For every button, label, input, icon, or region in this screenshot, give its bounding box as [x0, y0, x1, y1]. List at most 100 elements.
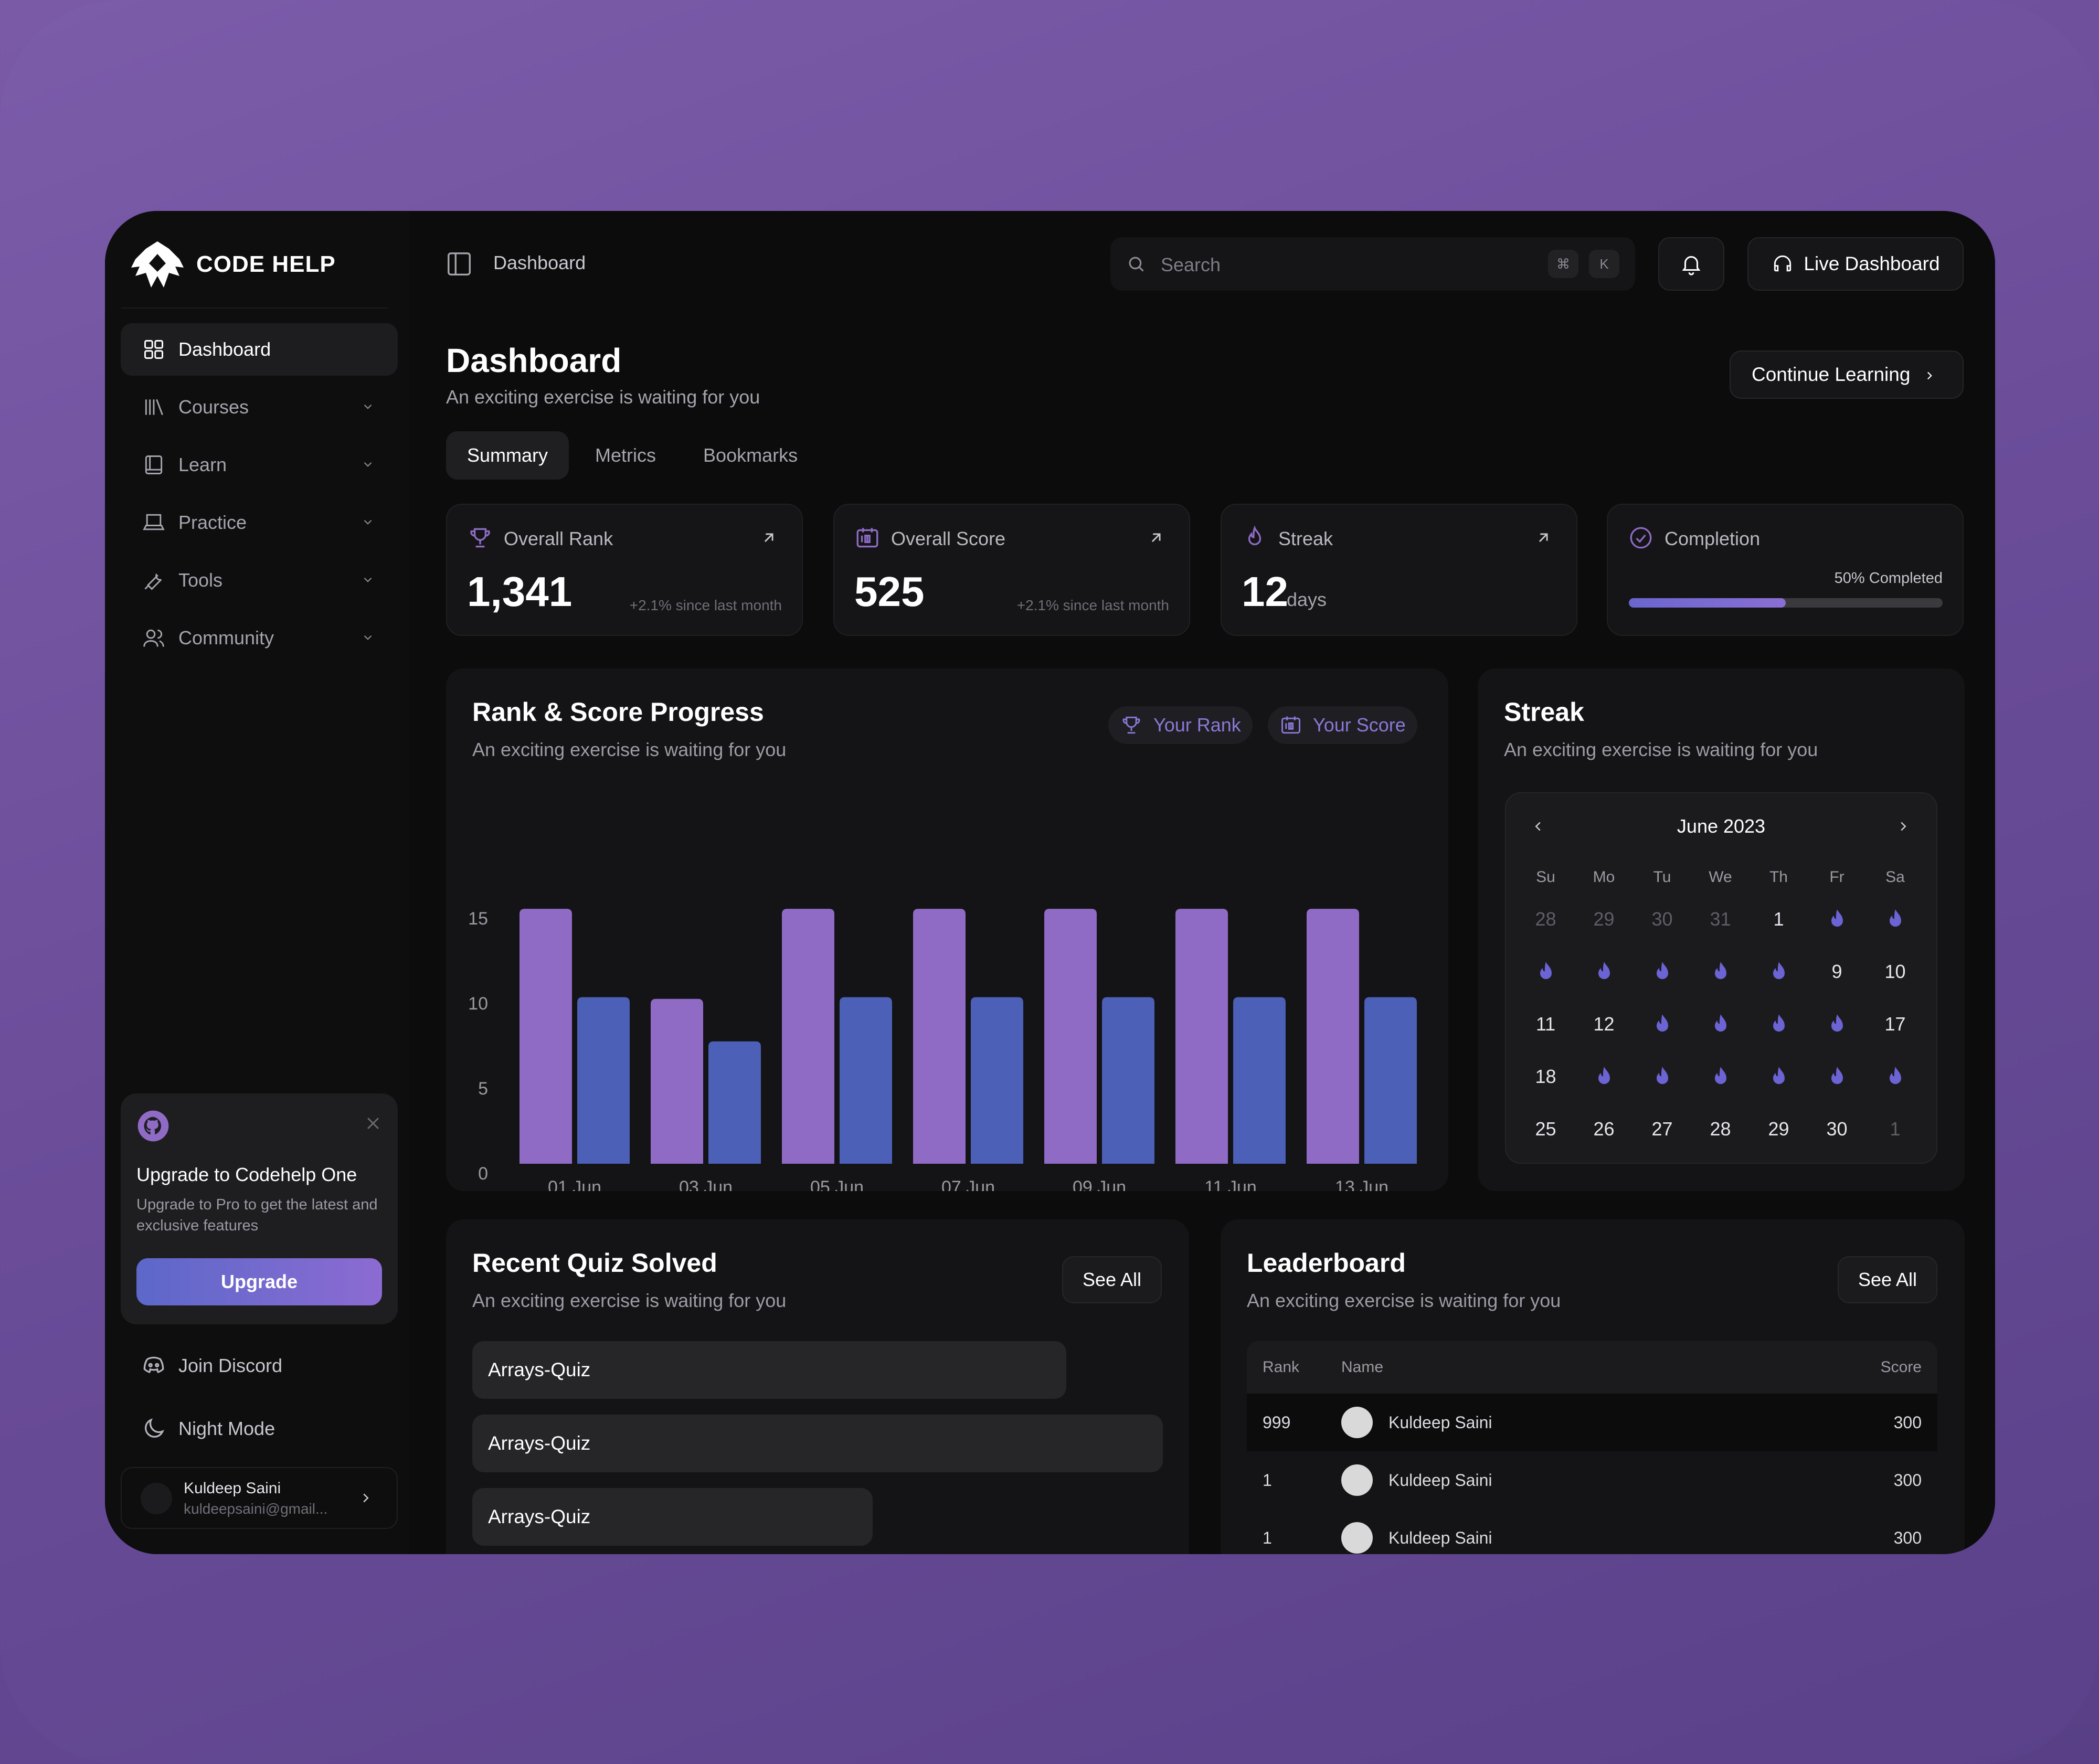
chevron-right-icon[interactable]	[1895, 819, 1911, 834]
stat-card-streak[interactable]: Streak 12 days	[1221, 504, 1577, 636]
sidebar: CODE HELP Dashboard Courses L	[105, 211, 409, 1554]
row-rank: 999	[1263, 1412, 1291, 1432]
calendar-day-streak[interactable]	[1691, 1013, 1750, 1036]
see-all-button[interactable]: See All	[1838, 1256, 1937, 1303]
calendar-day[interactable]: 30	[1651, 908, 1673, 930]
calendar-day-streak[interactable]	[1691, 960, 1750, 983]
sidebar-item-dashboard[interactable]: Dashboard	[121, 323, 398, 376]
bar-your-score	[577, 997, 630, 1164]
sidebar-item-learn[interactable]: Learn	[121, 439, 398, 491]
tab-bookmarks[interactable]: Bookmarks	[703, 444, 798, 466]
calendar-day[interactable]: 28	[1535, 908, 1556, 930]
calendar-day[interactable]: 9	[1831, 961, 1842, 982]
calendar-day[interactable]: 29	[1593, 908, 1615, 930]
page-title: Dashboard	[446, 342, 622, 379]
flame-icon	[1656, 962, 1668, 980]
calendar-day[interactable]: 12	[1593, 1013, 1615, 1035]
flame-icon	[1656, 1067, 1668, 1085]
flame-icon	[1831, 1067, 1843, 1085]
bar-your-score	[840, 997, 892, 1164]
legend-label: Your Score	[1313, 714, 1406, 736]
flame-icon	[1773, 962, 1785, 980]
calendar-day-streak[interactable]	[1750, 1065, 1808, 1088]
calendar-day[interactable]: 30	[1826, 1118, 1848, 1140]
list-item[interactable]: Arrays-Quiz	[472, 1415, 1163, 1472]
stat-card-overall-rank[interactable]: Overall Rank 1,341 +2.1% since last mont…	[446, 504, 803, 636]
column-header-name: Name	[1341, 1358, 1384, 1376]
sidebar-item-practice[interactable]: Practice	[121, 496, 398, 549]
stat-card-completion[interactable]: Completion 50% Completed	[1607, 504, 1964, 636]
join-discord-link[interactable]: Join Discord	[141, 1353, 282, 1379]
see-all-button[interactable]: See All	[1062, 1256, 1162, 1303]
calendar-day-streak[interactable]	[1633, 1013, 1691, 1036]
flame-icon	[1248, 525, 1261, 546]
stat-value: 525	[854, 568, 925, 615]
sidebar-item-community[interactable]: Community	[121, 612, 398, 664]
calendar-day[interactable]: 25	[1535, 1118, 1556, 1140]
table-row[interactable]: 999 Kuldeep Saini 300	[1247, 1394, 1937, 1451]
calendar-day[interactable]: 27	[1651, 1118, 1673, 1140]
calendar-day[interactable]: 1	[1890, 1118, 1901, 1140]
tab-summary[interactable]: Summary	[446, 431, 569, 480]
calendar-day-streak[interactable]	[1808, 908, 1866, 931]
calendar-day[interactable]: 26	[1593, 1118, 1615, 1140]
bell-icon	[1682, 256, 1701, 275]
calendar-day-streak[interactable]	[1866, 908, 1924, 931]
sidebar-item-label: Learn	[178, 454, 227, 475]
legend-your-score[interactable]: Your Score	[1268, 706, 1417, 744]
stat-card-overall-score[interactable]: Overall Score 525 +2.1% since last month	[833, 504, 1190, 636]
sidebar-toggle-icon[interactable]	[445, 250, 473, 278]
sidebar-item-tools[interactable]: Tools	[121, 554, 398, 607]
calendar-day-streak[interactable]	[1691, 1065, 1750, 1088]
calendar-day[interactable]: 1	[1773, 908, 1784, 930]
table-row[interactable]: 1 Kuldeep Saini 300	[1247, 1509, 1937, 1554]
calendar-weekday: Mo	[1593, 868, 1615, 886]
calendar-day-streak[interactable]	[1808, 1013, 1866, 1036]
notifications-button[interactable]	[1658, 237, 1724, 291]
calendar-day-streak[interactable]	[1866, 1065, 1924, 1088]
sidebar-item-label: Tools	[178, 569, 223, 591]
continue-learning-button[interactable]: Continue Learning	[1730, 350, 1964, 399]
user-email: kuldeepsaini@gmail...	[184, 1501, 328, 1517]
flame-icon	[1831, 1014, 1843, 1032]
calendar-day[interactable]: 28	[1710, 1118, 1731, 1140]
upgrade-button[interactable]: Upgrade	[136, 1258, 382, 1305]
calendar-day-streak[interactable]	[1633, 960, 1691, 983]
flame-icon	[1773, 1067, 1785, 1085]
calendar-day[interactable]: 29	[1768, 1118, 1789, 1140]
calendar-day-streak[interactable]	[1808, 1065, 1866, 1088]
calendar-day[interactable]: 11	[1535, 1013, 1556, 1035]
night-mode-toggle[interactable]: Night Mode	[141, 1416, 275, 1442]
user-profile-card[interactable]: Kuldeep Saini kuldeepsaini@gmail...	[121, 1467, 398, 1529]
row-score: 300	[1893, 1528, 1922, 1547]
calendar-day-streak[interactable]	[1750, 1013, 1808, 1036]
panel-subtitle: An exciting exercise is waiting for you	[1247, 1290, 1561, 1311]
live-dashboard-button[interactable]: Live Dashboard	[1747, 237, 1964, 291]
chevron-left-icon[interactable]	[1530, 819, 1546, 834]
calendar-day-streak[interactable]	[1575, 960, 1633, 983]
calendar-day-streak[interactable]	[1750, 960, 1808, 983]
calendar-day[interactable]: 10	[1884, 961, 1906, 982]
calendar-day[interactable]: 17	[1884, 1013, 1906, 1035]
calendar-day-streak[interactable]	[1575, 1065, 1633, 1088]
column-header-score: Score	[1880, 1358, 1922, 1376]
recent-quiz-panel: Recent Quiz Solved An exciting exercise …	[446, 1219, 1189, 1554]
night-mode-label: Night Mode	[178, 1418, 275, 1439]
sidebar-item-courses[interactable]: Courses	[121, 381, 398, 433]
close-icon[interactable]	[364, 1114, 382, 1132]
list-item[interactable]: Arrays-Quiz	[472, 1488, 873, 1546]
list-item[interactable]: Arrays-Quiz	[472, 1341, 1066, 1399]
table-row[interactable]: 1 Kuldeep Saini 300	[1247, 1451, 1937, 1509]
tab-metrics[interactable]: Metrics	[595, 444, 656, 466]
search-input[interactable]: Search ⌘ K	[1110, 237, 1635, 291]
calendar-day-streak[interactable]	[1633, 1065, 1691, 1088]
calendar-day-streak[interactable]	[1517, 960, 1575, 983]
stat-label: Completion	[1665, 528, 1761, 549]
flame-icon	[1889, 1067, 1901, 1085]
bar-your-score	[1364, 997, 1417, 1164]
calendar-day[interactable]: 31	[1710, 908, 1731, 930]
brand-logo[interactable]: CODE HELP	[130, 239, 336, 290]
flame-icon	[1714, 1014, 1726, 1032]
calendar-day[interactable]: 18	[1535, 1066, 1556, 1087]
legend-your-rank[interactable]: Your Rank	[1108, 706, 1253, 744]
